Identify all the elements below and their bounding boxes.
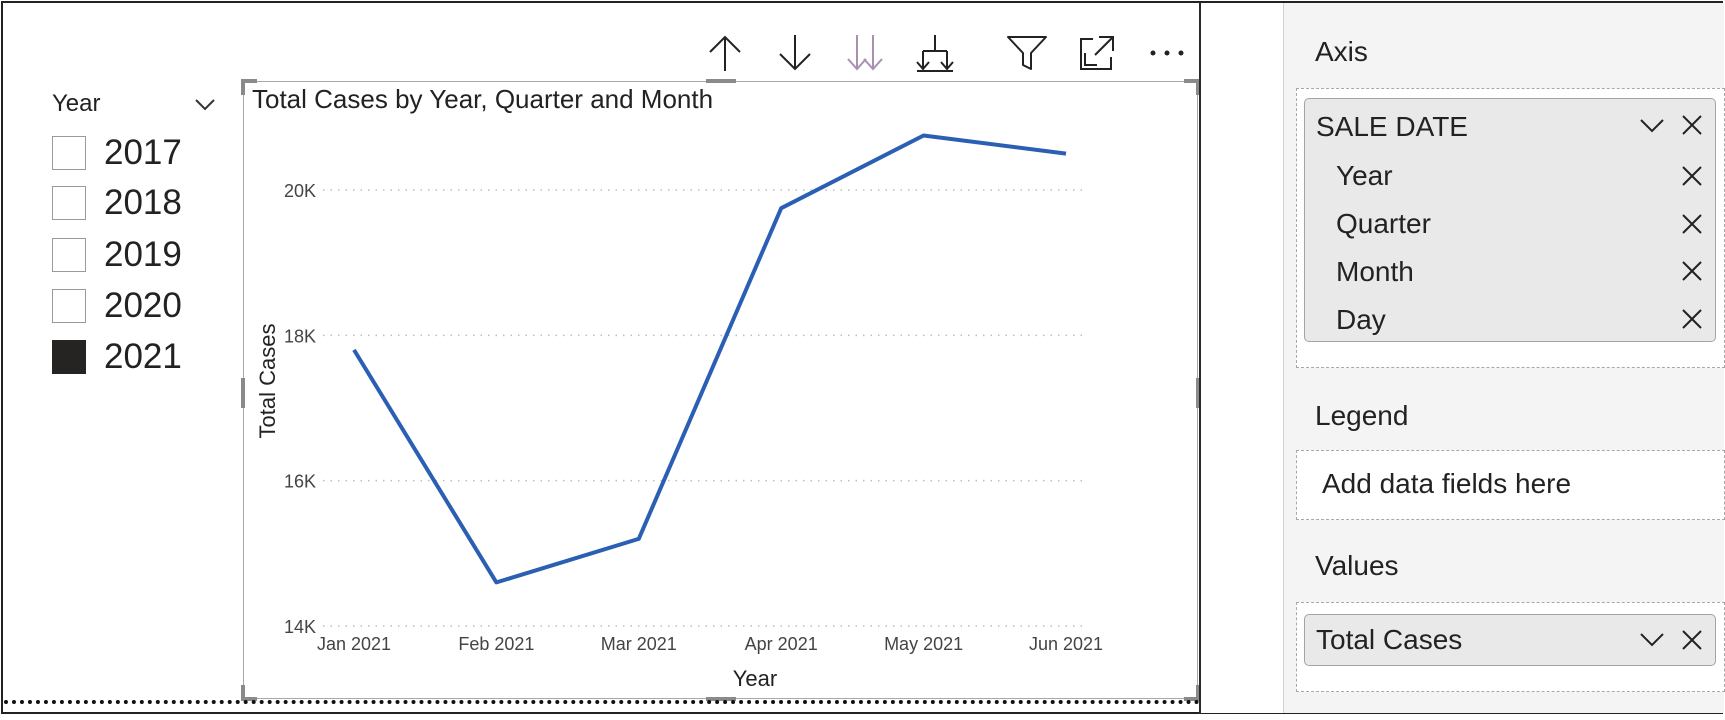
expand-next-level-icon xyxy=(847,35,883,71)
resize-handle[interactable] xyxy=(1184,79,1200,83)
x-tick-label: Apr 2021 xyxy=(745,634,818,654)
slicer-item-2020[interactable]: 2020 xyxy=(52,284,182,328)
field-label: Day xyxy=(1336,304,1386,335)
focus-mode-icon xyxy=(1080,36,1114,70)
x-tick-label: Jun 2021 xyxy=(1029,634,1103,654)
field-label: SALE DATE xyxy=(1316,111,1468,142)
expand-next-level-button[interactable] xyxy=(841,28,889,78)
drill-up-icon xyxy=(709,35,741,71)
resize-handle[interactable] xyxy=(241,79,257,83)
gridlines xyxy=(323,189,1083,627)
values-section-label: Values xyxy=(1315,550,1399,581)
x-tick-label: Feb 2021 xyxy=(458,634,534,654)
expand-hierarchy-icon xyxy=(916,35,954,72)
close-icon[interactable] xyxy=(1680,259,1704,283)
x-tick-label: Mar 2021 xyxy=(601,634,677,654)
legend-placeholder: Add data fields here xyxy=(1322,468,1572,499)
checkbox[interactable] xyxy=(52,238,86,272)
slicer-item-label: 2020 xyxy=(104,286,182,325)
drill-down-button[interactable] xyxy=(771,28,819,78)
series-line xyxy=(352,133,1067,585)
slicer-item-2019[interactable]: 2019 xyxy=(52,233,182,277)
slicer-item-label: 2018 xyxy=(104,183,182,222)
slicer-title: Year xyxy=(52,90,101,117)
x-axis-title: Year xyxy=(733,666,777,691)
resize-handle[interactable] xyxy=(1196,79,1200,95)
field-label: Total Cases xyxy=(1316,624,1463,655)
axis-field-month[interactable]: Month xyxy=(1336,250,1414,294)
axis-field-day[interactable]: Day xyxy=(1336,298,1386,342)
checkbox[interactable] xyxy=(52,136,86,170)
close-icon[interactable] xyxy=(1680,113,1704,137)
legend-section-label: Legend xyxy=(1315,400,1409,431)
drill-up-button[interactable] xyxy=(701,28,749,78)
resize-handle[interactable] xyxy=(241,685,245,701)
axis-section-label: Axis xyxy=(1315,36,1368,67)
more-options-button[interactable] xyxy=(1143,28,1191,78)
x-tick-label: May 2021 xyxy=(884,634,963,654)
x-tick-label: Jan 2021 xyxy=(317,634,391,654)
slicer-item-label: 2019 xyxy=(104,235,182,274)
slicer-item-2017[interactable]: 2017 xyxy=(52,131,182,175)
chevron-down-icon[interactable] xyxy=(1638,116,1666,136)
drill-down-icon xyxy=(779,35,811,71)
expand-hierarchy-button[interactable] xyxy=(911,28,959,78)
slicer-item-2021[interactable]: 2021 xyxy=(52,335,182,379)
resize-handle[interactable] xyxy=(1196,685,1200,701)
series xyxy=(352,133,1067,585)
close-icon[interactable] xyxy=(1680,307,1704,331)
line-chart: 14K 16K 18K 20K Jan 2021 Feb 2021 Mar 2021 Apr… xyxy=(255,133,1103,691)
close-icon[interactable] xyxy=(1680,164,1704,188)
resize-handle[interactable] xyxy=(706,79,736,83)
resize-handle[interactable] xyxy=(1196,378,1200,408)
slicer-item-label: 2017 xyxy=(104,133,182,172)
close-icon[interactable] xyxy=(1680,212,1704,236)
legend-well[interactable] xyxy=(1296,450,1725,520)
close-icon[interactable] xyxy=(1680,628,1704,652)
resize-handle[interactable] xyxy=(241,79,245,95)
chevron-down-icon[interactable] xyxy=(1638,630,1666,650)
canvas-gap xyxy=(1201,3,1283,713)
focus-mode-button[interactable] xyxy=(1073,28,1121,78)
sale-date-field[interactable]: SALE DATE xyxy=(1316,105,1468,149)
y-axis-ticks: 14K 16K 18K 20K xyxy=(284,181,316,637)
more-options-icon xyxy=(1150,50,1184,56)
resize-handle[interactable] xyxy=(241,697,257,701)
y-tick-label: 18K xyxy=(284,326,316,346)
y-tick-label: 14K xyxy=(284,617,316,637)
canvas-bottom-border xyxy=(4,700,1200,704)
chevron-down-icon[interactable] xyxy=(192,92,218,118)
resize-handle[interactable] xyxy=(1184,697,1200,701)
resize-handle[interactable] xyxy=(706,697,736,701)
filter-icon xyxy=(1007,36,1047,70)
y-axis-title: Total Cases xyxy=(255,324,280,439)
checkbox[interactable] xyxy=(52,186,86,220)
field-label: Year xyxy=(1336,160,1393,191)
pane-divider xyxy=(1199,2,1201,714)
y-tick-label: 20K xyxy=(284,181,316,201)
checkbox[interactable] xyxy=(52,289,86,323)
y-tick-label: 16K xyxy=(284,472,316,492)
filter-button[interactable] xyxy=(1003,28,1051,78)
axis-field-year[interactable]: Year xyxy=(1336,154,1393,198)
checkbox-checked[interactable] xyxy=(52,340,86,374)
field-label: Month xyxy=(1336,256,1414,287)
slicer-item-2018[interactable]: 2018 xyxy=(52,181,182,225)
chart-title: Total Cases by Year, Quarter and Month xyxy=(252,84,714,114)
x-axis-ticks: Jan 2021 Feb 2021 Mar 2021 Apr 2021 May 2021… xyxy=(317,634,1103,654)
total-cases-field[interactable]: Total Cases xyxy=(1316,618,1462,662)
slicer-item-label: 2021 xyxy=(104,337,182,376)
field-label: Quarter xyxy=(1336,208,1431,239)
axis-field-quarter[interactable]: Quarter xyxy=(1336,202,1431,246)
resize-handle[interactable] xyxy=(241,378,245,408)
sale-date-field-card[interactable] xyxy=(1304,98,1716,342)
